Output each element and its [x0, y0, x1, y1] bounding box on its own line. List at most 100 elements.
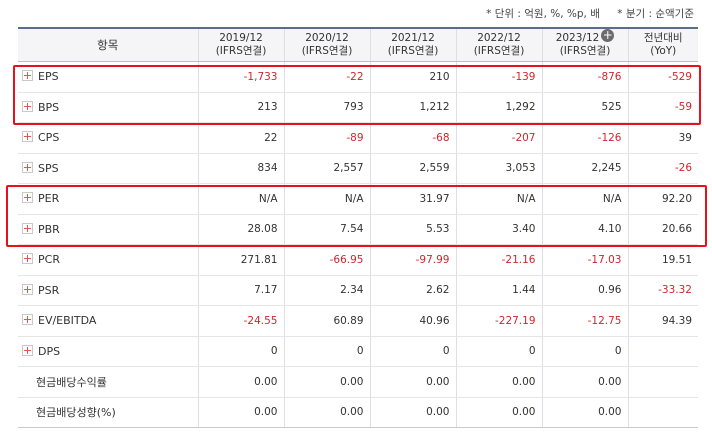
row-label: PCR	[38, 253, 60, 267]
expand-plus-icon[interactable]	[22, 283, 33, 295]
value-cell: 0.00	[283, 366, 370, 398]
value-cell: -1,733	[197, 61, 284, 93]
header-basis: (IFRS연결)	[301, 45, 353, 57]
expand-plus-icon[interactable]	[22, 253, 33, 265]
value-cell: -97.99	[369, 244, 456, 276]
value-cell: N/A	[283, 183, 370, 215]
row-label-cell: BPS	[18, 92, 198, 123]
value-cell: 0.00	[369, 366, 456, 398]
value-cell: 3.40	[455, 214, 542, 245]
row-label: PER	[38, 192, 60, 206]
value-cell: 22	[197, 122, 284, 154]
value-cell: 0	[283, 336, 370, 367]
value-cell: 0	[369, 336, 456, 367]
value-cell: -21.16	[455, 244, 542, 276]
value-cell: 834	[197, 153, 284, 184]
expand-plus-icon[interactable]	[22, 131, 33, 143]
header-col-2023: 2023/12 + (IFRS연결)	[541, 27, 628, 62]
value-cell: 7.17	[197, 275, 284, 306]
table-row: EV/EBITDA -24.55 60.89 40.96 -227.19 -12.75 94…	[18, 305, 698, 337]
header-basis: (IFRS연결)	[387, 45, 439, 57]
row-label: 현금배당성향(%)	[36, 406, 116, 420]
value-cell: 0.00	[197, 397, 284, 428]
unit-note: * 단위 : 억원, %, %p, 배	[486, 8, 600, 20]
expand-plus-icon[interactable]	[22, 100, 33, 112]
row-label: SPS	[38, 161, 59, 175]
expand-plus-icon[interactable]	[22, 161, 33, 173]
value-cell: -24.55	[197, 305, 284, 337]
expand-plus-icon[interactable]	[22, 70, 33, 82]
header-col-2022: 2022/12 (IFRS연결)	[455, 27, 542, 62]
row-label: CPS	[38, 131, 60, 145]
expand-plus-icon[interactable]	[22, 314, 33, 326]
table-row: BPS 213 793 1,212 1,292 525 -59	[18, 92, 698, 123]
value-cell: 793	[283, 92, 370, 123]
header-year: 2021/12	[391, 32, 435, 44]
table-notes: * 단위 : 억원, %, %p, 배 * 분기 : 순액기준	[472, 6, 694, 21]
value-cell: 39	[627, 122, 698, 154]
value-cell: -207	[455, 122, 542, 154]
table-header-row: 항목 2019/12 (IFRS연결) 2020/12 (IFRS연결) 2021/…	[18, 27, 698, 62]
value-cell: -126	[541, 122, 628, 154]
expand-plus-icon[interactable]	[22, 192, 33, 204]
header-col-2019: 2019/12 (IFRS연결)	[197, 27, 284, 62]
value-cell: -22	[283, 61, 370, 93]
value-cell: 213	[197, 92, 284, 123]
expand-plus-icon[interactable]	[22, 222, 33, 234]
row-label-cell: SPS	[18, 153, 198, 184]
value-cell: 1,212	[369, 92, 456, 123]
value-cell: 20.66	[627, 214, 698, 245]
value-cell: -68	[369, 122, 456, 154]
value-cell: 0.96	[541, 275, 628, 306]
header-basis: (IFRS연결)	[473, 45, 525, 57]
value-cell: 40.96	[369, 305, 456, 337]
table-row: SPS 834 2,557 2,559 3,053 2,245 -26	[18, 153, 698, 184]
value-cell: 31.97	[369, 183, 456, 215]
table-row: 현금배당성향(%) 0.00 0.00 0.00 0.00 0.00	[18, 397, 698, 428]
value-cell: 94.39	[627, 305, 698, 337]
value-cell: 60.89	[283, 305, 370, 337]
value-cell: 2,245	[541, 153, 628, 184]
value-cell: 2,557	[283, 153, 370, 184]
plus-circle-icon[interactable]: +	[601, 28, 615, 42]
header-basis: (IFRS연결)	[215, 45, 267, 57]
value-cell: 0	[541, 336, 628, 367]
value-cell: 28.08	[197, 214, 284, 245]
value-cell: -139	[455, 61, 542, 93]
value-cell: 0.00	[369, 397, 456, 428]
header-year: 전년대비	[643, 32, 683, 44]
row-label: PSR	[38, 283, 60, 297]
table-row: 현금배당수익률 0.00 0.00 0.00 0.00 0.00	[18, 366, 698, 398]
value-cell: 2.34	[283, 275, 370, 306]
value-cell: 0	[455, 336, 542, 367]
value-cell: 3,053	[455, 153, 542, 184]
table-row: PCR 271.81 -66.95 -97.99 -21.16 -17.03 19.51	[18, 244, 698, 276]
value-cell: N/A	[541, 183, 628, 215]
header-year: 2022/12	[477, 32, 521, 44]
value-cell: -17.03	[541, 244, 628, 276]
value-cell	[627, 366, 698, 398]
row-label-cell: 현금배당성향(%)	[18, 397, 198, 428]
value-cell: 1,292	[455, 92, 542, 123]
row-label-cell: EPS	[18, 61, 198, 93]
header-basis: (YoY)	[650, 45, 677, 57]
expand-plus-icon[interactable]	[22, 344, 33, 356]
row-label: 현금배당수익률	[36, 375, 107, 389]
value-cell: -89	[283, 122, 370, 154]
table-row: PBR 28.08 7.54 5.53 3.40 4.10 20.66	[18, 214, 698, 245]
value-cell: 1.44	[455, 275, 542, 306]
header-col-yoy: 전년대비 (YoY)	[627, 27, 698, 62]
row-label-cell: PSR	[18, 275, 198, 306]
header-col-2020: 2020/12 (IFRS연결)	[283, 27, 370, 62]
row-label-cell: PCR	[18, 244, 198, 276]
value-cell: 0.00	[541, 397, 628, 428]
header-item: 항목	[18, 27, 198, 62]
header-year: 2023/12	[555, 32, 600, 44]
row-label-cell: EV/EBITDA	[18, 305, 198, 337]
value-cell: -33.32	[627, 275, 698, 306]
value-cell: 0.00	[455, 397, 542, 428]
value-cell: -227.19	[455, 305, 542, 337]
financial-ratio-table: 항목 2019/12 (IFRS연결) 2020/12 (IFRS연결) 2021/…	[18, 27, 698, 428]
value-cell: -12.75	[541, 305, 628, 337]
value-cell: N/A	[197, 183, 284, 215]
